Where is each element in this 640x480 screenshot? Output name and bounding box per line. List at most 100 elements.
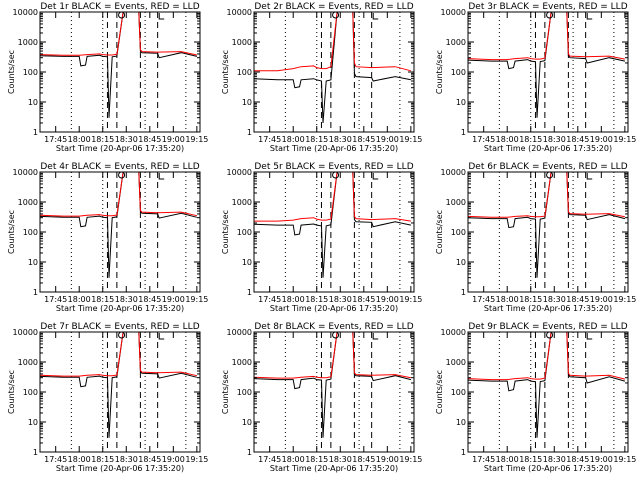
start-marker <box>118 11 126 19</box>
y-axis-label: Counts/sec <box>221 50 230 94</box>
y-tick-label: 1000 <box>446 198 466 207</box>
y-tick-label: 1 <box>461 448 466 457</box>
start-marker <box>546 331 554 339</box>
start-marker <box>332 11 340 19</box>
y-tick-label: 1000 <box>232 358 252 367</box>
x-tick-label: 18:30 <box>543 295 566 304</box>
x-tick-label: 18:00 <box>282 295 305 304</box>
y-tick-label: 10 <box>242 258 252 267</box>
y-tick-label: 1000 <box>446 358 466 367</box>
y-axis-label: Counts/sec <box>7 210 16 254</box>
x-tick-label: 18:45 <box>352 455 375 464</box>
x-tick-label: 19:15 <box>613 135 636 144</box>
panel-8: Det 8r BLACK = Events, RED = LLD 1 10 100 10… <box>221 322 422 473</box>
x-tick-label: 19:15 <box>399 455 422 464</box>
x-tick-label: 18:00 <box>68 455 91 464</box>
x-tick-label: 19:15 <box>185 295 208 304</box>
x-tick-label: 17:45 <box>472 295 495 304</box>
y-tick-label: 10 <box>242 418 252 427</box>
plot-frame <box>253 11 415 133</box>
x-tick-label: 18:15 <box>91 135 114 144</box>
x-tick-label: 17:45 <box>44 455 67 464</box>
x-tick-label: 18:15 <box>519 295 542 304</box>
x-tick-label: 18:00 <box>496 455 519 464</box>
x-tick-label: 19:00 <box>162 295 185 304</box>
y-tick-label: 1 <box>461 128 466 137</box>
x-tick-label: 17:45 <box>472 135 495 144</box>
x-axis-label: Start Time (20-Apr-06 17:35:20) <box>270 144 398 153</box>
x-axis-label: Start Time (20-Apr-06 17:35:20) <box>484 464 612 473</box>
x-tick-label: 18:30 <box>543 135 566 144</box>
series-events-line <box>40 12 198 118</box>
y-tick-label: 1 <box>33 448 38 457</box>
y-tick-label: 1 <box>461 288 466 297</box>
plot-frame <box>467 331 629 453</box>
y-tick-label: 1 <box>247 288 252 297</box>
y-tick-label: 10000 <box>227 328 252 337</box>
x-tick-label: 17:45 <box>258 135 281 144</box>
y-tick-label: 100 <box>451 68 466 77</box>
plot-frame <box>253 331 415 453</box>
x-tick-label: 18:15 <box>305 455 328 464</box>
x-tick-label: 18:30 <box>329 455 352 464</box>
panel-5: Det 5r BLACK = Events, RED = LLD 1 10 100 10… <box>221 162 422 313</box>
y-tick-label: 10000 <box>227 168 252 177</box>
y-tick-label: 1000 <box>446 38 466 47</box>
y-axis-label: Counts/sec <box>221 370 230 414</box>
y-tick-label: 10000 <box>227 8 252 17</box>
y-tick-label: 100 <box>451 388 466 397</box>
y-tick-label: 100 <box>23 388 38 397</box>
panel-title: Det 8r BLACK = Events, RED = LLD <box>254 322 413 332</box>
x-tick-label: 19:00 <box>590 295 613 304</box>
x-tick-label: 18:45 <box>566 455 589 464</box>
start-marker <box>118 171 126 179</box>
x-axis-label: Start Time (20-Apr-06 17:35:20) <box>484 304 612 313</box>
y-tick-label: 100 <box>237 388 252 397</box>
x-tick-label: 18:30 <box>115 455 138 464</box>
x-tick-label: 18:45 <box>138 295 161 304</box>
series-lld-line <box>40 332 198 377</box>
x-tick-label: 19:15 <box>613 295 636 304</box>
series-events-line <box>468 332 626 438</box>
series-events-line <box>254 12 411 124</box>
y-axis-label: Counts/sec <box>7 50 16 94</box>
y-tick-label: 10 <box>28 418 38 427</box>
y-tick-label: 100 <box>451 228 466 237</box>
y-tick-label: 10 <box>28 258 38 267</box>
series-lld-line <box>254 172 411 222</box>
panel-title: Det 2r BLACK = Events, RED = LLD <box>254 2 413 12</box>
x-axis-label: Start Time (20-Apr-06 17:35:20) <box>56 304 184 313</box>
start-marker <box>332 331 340 339</box>
y-tick-label: 1 <box>33 288 38 297</box>
x-tick-label: 18:30 <box>329 135 352 144</box>
panel-3: Det 3r BLACK = Events, RED = LLD 1 10 100 10… <box>435 2 636 153</box>
end-marker <box>372 13 379 20</box>
x-tick-label: 19:15 <box>613 455 636 464</box>
start-marker <box>118 331 126 339</box>
panel-title: Det 4r BLACK = Events, RED = LLD <box>40 162 199 172</box>
panel-9: Det 9r BLACK = Events, RED = LLD 1 10 100 10… <box>435 322 636 473</box>
x-tick-label: 17:45 <box>258 455 281 464</box>
series-events-line <box>40 172 198 278</box>
y-tick-label: 10000 <box>13 328 38 337</box>
plot-frame <box>467 11 629 133</box>
x-tick-label: 17:45 <box>472 455 495 464</box>
x-tick-label: 18:45 <box>138 455 161 464</box>
y-tick-label: 10000 <box>441 8 466 17</box>
end-marker <box>586 333 593 340</box>
series-events-line <box>468 172 626 278</box>
y-tick-label: 10 <box>456 418 466 427</box>
series-lld-line <box>40 12 198 56</box>
x-tick-label: 19:00 <box>162 135 185 144</box>
x-tick-label: 18:00 <box>496 295 519 304</box>
start-marker <box>546 11 554 19</box>
y-tick-label: 10 <box>242 98 252 107</box>
y-tick-label: 1 <box>247 128 252 137</box>
x-tick-label: 19:15 <box>185 455 208 464</box>
x-axis-label: Start Time (20-Apr-06 17:35:20) <box>484 144 612 153</box>
end-marker <box>158 13 165 20</box>
x-tick-label: 18:15 <box>519 455 542 464</box>
x-axis-label: Start Time (20-Apr-06 17:35:20) <box>56 464 184 473</box>
series-events-line <box>254 172 412 278</box>
